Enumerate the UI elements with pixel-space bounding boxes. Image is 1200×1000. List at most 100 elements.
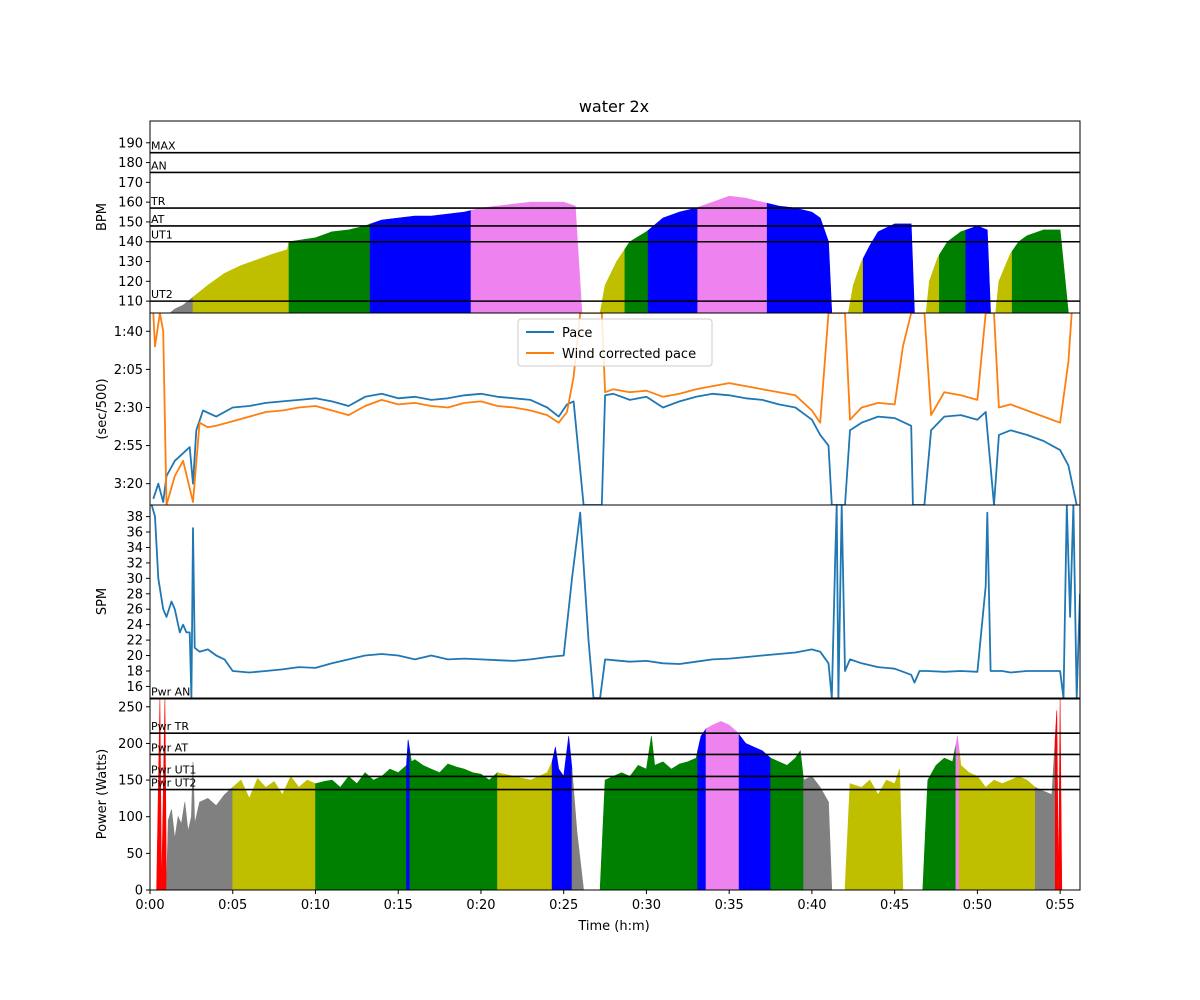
heart-rate-y-tick-label: 140 — [118, 235, 143, 250]
power-zone-area-AT — [738, 733, 771, 890]
legend-box — [517, 318, 713, 367]
stroke-rate-y-tick-label: 24 — [126, 618, 143, 633]
x-tick-label: 0:45 — [880, 898, 909, 913]
power-zone-area-UT1 — [315, 764, 407, 890]
heart-rate-zone-area-UT2 — [925, 253, 940, 313]
heart-rate-threshold-label: UT1 — [151, 229, 173, 242]
x-axis: 0:00 0:05 0:10 0:15 0:20 0:25 0:30 0:35 0:40 0:45… — [135, 890, 1075, 913]
pace-y-axis-label: (sec/500) — [95, 378, 110, 439]
power-zone-area-UT1 — [770, 749, 804, 890]
power-y-tick-label: 100 — [118, 810, 143, 825]
power-zone-area-UT1 — [409, 750, 498, 890]
pace-plot-area — [152, 313, 1078, 505]
stroke-rate-y-tick-label: 34 — [126, 541, 143, 556]
power-zone-area-TR — [955, 736, 960, 890]
power-zone-area-UT2 — [232, 775, 316, 890]
x-axis-label: Time (h:m) — [577, 919, 649, 934]
pace-y-tick-label: 2:05 — [114, 363, 143, 378]
heart-rate-plot-area — [169, 195, 1069, 313]
chart-panels: UT2UT1ATTRANMAX1101201301401501601701801… — [95, 120, 1081, 899]
heart-rate-y-tick-label: 130 — [118, 255, 143, 270]
power-y-axis-label: Power (Watts) — [95, 749, 110, 840]
power-y-tick-label: 50 — [126, 847, 143, 862]
power-zone-area-rest — [571, 769, 584, 890]
stroke-rate-y-tick-label: 16 — [126, 680, 143, 695]
power-frame — [149, 697, 1081, 891]
heart-rate-threshold-label: UT2 — [151, 288, 173, 301]
heart-rate-zone-area-UT2 — [192, 241, 290, 313]
chart-title: water 2x — [579, 97, 649, 116]
power-threshold-label: Pwr TR — [151, 720, 189, 733]
stroke-rate-y-tick-label: 28 — [126, 587, 143, 602]
heart-rate-zone-area-AT — [766, 202, 833, 313]
power-threshold-label: Pwr AN — [151, 686, 190, 699]
power-zone-area-UT2 — [497, 761, 553, 890]
power-zone-area-UT2 — [958, 750, 1036, 890]
power-zone-area-AT — [406, 739, 411, 890]
legend-entry: Pace — [562, 326, 592, 341]
x-tick-label: 0:00 — [135, 898, 164, 913]
stroke-rate-series-line-0 — [150, 505, 1080, 698]
power-zone-area-rest — [803, 776, 833, 890]
stroke-rate-y-tick-label: 22 — [126, 634, 143, 649]
x-tick-label: 0:15 — [384, 898, 413, 913]
x-tick-label: 0:20 — [466, 898, 495, 913]
power-plot-area — [156, 699, 1063, 890]
pace-y-tick-label: 2:55 — [114, 439, 143, 454]
pace-y-tick-label: 3:20 — [114, 477, 143, 492]
heart-rate-y-tick-label: 190 — [118, 136, 143, 151]
stroke-rate-y-tick-label: 32 — [126, 556, 143, 571]
power-zone-area-AN — [156, 699, 167, 890]
pace-series-line-0 — [152, 392, 1078, 505]
heart-rate-y-tick-label: 160 — [118, 196, 143, 211]
heart-rate-y-tick-label: 120 — [118, 275, 143, 290]
x-tick-label: 0:35 — [715, 898, 744, 913]
power-zone-area-AT — [551, 736, 573, 890]
x-tick-label: 0:05 — [218, 898, 247, 913]
heart-rate-y-tick-label: 170 — [118, 176, 143, 191]
legend: Pace Wind corrected pace — [517, 318, 713, 367]
stroke-rate-y-tick-label: 30 — [126, 572, 143, 587]
power-threshold-label: Pwr UT1 — [151, 763, 196, 776]
x-tick-label: 0:55 — [1046, 898, 1075, 913]
power-zone-area-rest — [1035, 738, 1056, 890]
heart-rate-y-tick-label: 150 — [118, 215, 143, 230]
heart-rate-threshold-label: MAX — [151, 140, 176, 153]
power-y-tick-label: 200 — [118, 737, 143, 752]
heart-rate-y-tick-label: 180 — [118, 156, 143, 171]
heart-rate-zone-area-UT2 — [599, 248, 626, 313]
pace-y-tick-label: 1:40 — [114, 325, 143, 340]
x-tick-label: 0:50 — [963, 898, 992, 913]
pace-series-line-1 — [152, 313, 1073, 505]
heart-rate-y-axis-label: BPM — [95, 203, 110, 231]
heart-rate-threshold-label: TR — [150, 195, 166, 208]
heart-rate-zone-area-AT — [862, 223, 915, 313]
x-tick-label: 0:30 — [632, 898, 661, 913]
power-zone-area-AT — [697, 727, 707, 890]
power-y-tick-label: 250 — [118, 700, 143, 715]
heart-rate-zone-area-TR — [697, 195, 768, 313]
panel-heart-rate: UT2 UT1 AT TR AN MAX 110 120 130 140 150 160 170 180 1… — [95, 120, 1081, 314]
pace-y-tick-label: 2:30 — [114, 401, 143, 416]
heart-rate-zone-area-UT1 — [1011, 229, 1069, 313]
heart-rate-threshold-label: AT — [151, 213, 165, 226]
heart-rate-zone-area-UT2 — [995, 250, 1013, 313]
heart-rate-threshold-label: AN — [151, 159, 167, 172]
legend-entry: Wind corrected pace — [562, 347, 696, 362]
heart-rate-zone-area-rest — [169, 296, 194, 313]
power-threshold-label: Pwr AT — [151, 741, 188, 754]
power-zone-area-UT2 — [844, 769, 904, 890]
x-tick-label: 0:25 — [549, 898, 578, 913]
power-y-tick-label: 150 — [118, 774, 143, 789]
x-tick-label: 0:10 — [301, 898, 330, 913]
heart-rate-zone-area-UT1 — [939, 229, 967, 313]
heart-rate-zone-area-UT2 — [847, 258, 864, 313]
power-zone-area-AN — [1054, 699, 1063, 890]
heart-rate-zone-area-TR — [470, 201, 583, 313]
power-threshold-label: Pwr UT2 — [151, 777, 196, 790]
stroke-rate-y-tick-label: 36 — [126, 526, 143, 541]
stroke-rate-y-tick-label: 18 — [126, 664, 143, 679]
